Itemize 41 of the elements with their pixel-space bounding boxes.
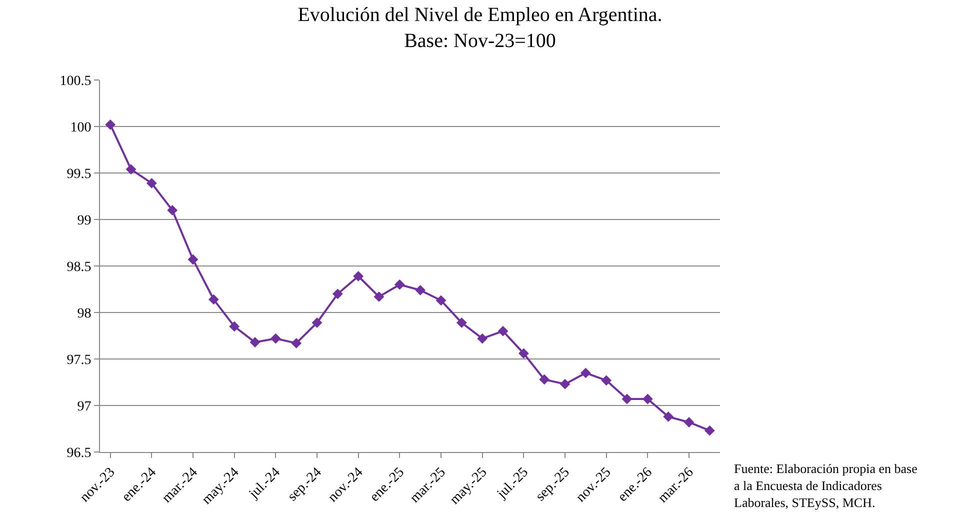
- y-tick-label: 98: [77, 306, 92, 322]
- point: [684, 417, 694, 428]
- y-tick-label: 100.5: [60, 74, 92, 89]
- y-tick-label: 98.5: [66, 260, 92, 275]
- point: [436, 295, 446, 306]
- point: [622, 394, 632, 404]
- chart-title: Evolución del Nivel de Empleo en Argentina. Base: Nov-23=100: [298, 4, 662, 52]
- point: [394, 279, 405, 290]
- point: [498, 326, 508, 336]
- point: [601, 375, 612, 386]
- point: [663, 411, 674, 422]
- point: [229, 321, 240, 332]
- point: [105, 119, 116, 130]
- point: [704, 425, 715, 436]
- point: [539, 374, 550, 385]
- point: [270, 333, 281, 344]
- point: [415, 284, 426, 296]
- point: [374, 291, 384, 302]
- point: [456, 318, 467, 328]
- point: [580, 368, 591, 378]
- point: [146, 178, 157, 188]
- point: [353, 271, 364, 282]
- y-tick-label: 100: [70, 120, 92, 136]
- point: [126, 164, 136, 174]
- y-tick-label: 99.5: [66, 166, 92, 182]
- y-tick-label: 99: [77, 213, 92, 228]
- point: [560, 378, 570, 390]
- point: [167, 205, 178, 216]
- point: [188, 254, 198, 265]
- point: [332, 288, 343, 300]
- point: [312, 318, 322, 328]
- point: [291, 338, 302, 348]
- point: [250, 337, 260, 348]
- y-tick-label: 96.5: [66, 446, 92, 461]
- y-tick-label: 97: [77, 399, 92, 414]
- point: [477, 333, 488, 344]
- source-note: Fuente: Elaboración propia en base a la Encuesta de Indicadores Laborales, STEySS, MCH.: [734, 461, 918, 510]
- point: [208, 294, 219, 305]
- y-tick-label: 97.5: [66, 352, 92, 368]
- point: [642, 394, 653, 404]
- point: [518, 348, 529, 359]
